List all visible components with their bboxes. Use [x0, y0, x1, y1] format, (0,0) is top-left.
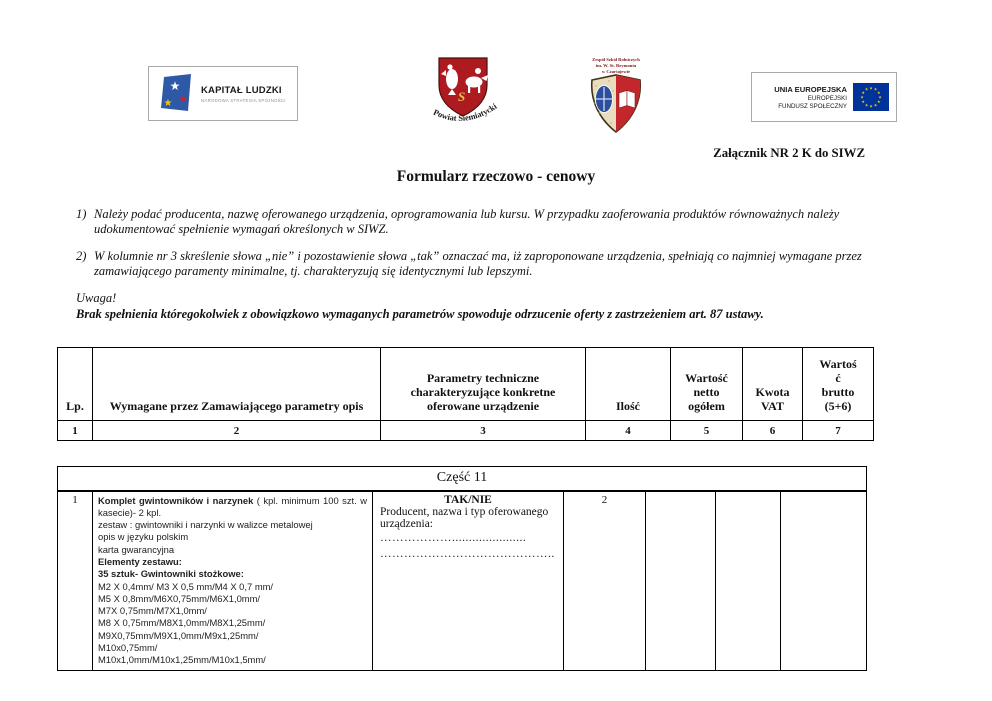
monogram-s: S	[458, 89, 465, 104]
note-number: 2)	[76, 249, 87, 263]
item-netto-cell	[645, 490, 716, 671]
fill-in-dots: ……………………………………..	[380, 547, 555, 560]
spec-line: opis w języku polskim	[98, 531, 189, 543]
kapital-ludzki-flag-icon: ★ ★ ★	[161, 73, 191, 111]
star-icon: ★	[861, 90, 865, 95]
column-header-net-value: Wartość netto ogółem	[670, 347, 743, 421]
spec-line: karta gwarancyjna	[98, 543, 175, 555]
note-text: Należy podać producenta, nazwę oferowane…	[94, 207, 840, 236]
spec-header-table: Lp. Wymagane przez Zamawiającego paramet…	[57, 347, 874, 441]
powiat-coat-of-arms: S Powiat Siemiatycki	[432, 57, 499, 123]
column-header-technical-params: Parametry techniczne charakteryzujące ko…	[380, 347, 586, 421]
star-icon: ★	[860, 95, 864, 100]
item-description: Komplet gwintowników i narzynek ( kpl. m…	[92, 490, 373, 671]
spec-line: M7X 0,75mm/M7X1,0mm/	[98, 605, 207, 617]
note-number: 1)	[76, 207, 87, 221]
spec-line: M8 X 0,75mm/M8X1,0mm/M8X1,25mm/	[98, 617, 266, 629]
spec-line: M10x1,0mm/M10x1,25mm/M10x1,5mm/	[98, 654, 266, 666]
kapital-ludzki-subtitle: NARODOWA STRATEGIA SPÓJNOŚCI	[201, 97, 286, 103]
school-name-line1: Zespół Szkół Rolniczych	[592, 57, 640, 62]
spec-line: M10x0,75mm/	[98, 642, 158, 654]
star-icon: ★	[874, 102, 878, 107]
note-1: 1) Należy podać producenta, nazwę oferow…	[76, 207, 876, 236]
spec-line: zestaw : gwintowniki i narzynki w walizc…	[98, 519, 313, 531]
column-number: 1	[57, 420, 93, 441]
star-icon: ★	[877, 99, 881, 104]
spec-line: M9X0,75mm/M9X1,0mm/M9x1,25mm/	[98, 629, 259, 641]
column-header-required-params: Wymagane przez Zamawiającego parametry o…	[92, 347, 381, 421]
column-header-lp: Lp.	[57, 347, 93, 421]
column-number: 2	[92, 420, 381, 441]
warning-text: Brak spełnienia któregokolwiek z obowiąz…	[76, 306, 764, 321]
speckles	[594, 80, 614, 124]
school-name-line2: im. W. St. Reymonta	[596, 63, 637, 68]
column-header-vat: Kwota VAT	[742, 347, 803, 421]
column-header-quantity: Ilość	[585, 347, 671, 421]
spec-line: M5 X 0,8mm/M6X0,75mm/M6X1,0mm/	[98, 592, 261, 604]
spec-line: M2 X 0,4mm/ M3 X 0,5 mm/M4 X 0,7 mm/	[98, 580, 274, 592]
column-header-gross-value: Wartoś ć brutto (5+6)	[802, 347, 874, 421]
item-qty: 2	[563, 490, 646, 671]
spec-line: Komplet gwintowników i narzynek ( kpl. m…	[98, 494, 367, 518]
note-2: 2) W kolumnie nr 3 skreślenie słowa „nie…	[76, 249, 876, 278]
open-book-icon	[618, 90, 636, 109]
part-title: Część 11	[56, 466, 868, 492]
eu-line1: UNIA EUROPEJSKA	[774, 84, 847, 94]
item-vat-cell	[715, 490, 781, 671]
star-icon: ★	[164, 98, 173, 109]
fill-in-dots: ………………......................	[380, 531, 527, 544]
star-icon: ★	[179, 94, 188, 105]
column-number: 4	[585, 420, 671, 441]
star-icon: ★	[869, 104, 873, 109]
knight-on-horse-icon	[465, 68, 488, 93]
column-number: 6	[742, 420, 803, 441]
part-section-table: Część 11 1 Komplet gwintowników i narzyn…	[56, 466, 868, 671]
kapital-ludzki-name: KAPITAŁ LUDZKI	[201, 84, 282, 96]
eu-line3: FUNDUSZ SPOŁECZNY	[778, 102, 847, 110]
column-number: 7	[802, 420, 874, 441]
warning-label: Uwaga!	[76, 291, 117, 305]
producer-label: Producent, nazwa i typ oferowanego urząd…	[380, 505, 549, 530]
star-icon: ★	[874, 87, 878, 92]
item-lp: 1	[57, 490, 93, 671]
item-offer-cell: TAK/NIE Producent, nazwa i typ oferowane…	[372, 490, 564, 671]
star-icon: ★	[878, 95, 882, 100]
spec-line: 35 sztuk- Gwintowniki stożkowe:	[98, 568, 244, 580]
star-icon: ★	[865, 102, 869, 107]
note-text: W kolumnie nr 3 skreślenie słowa „nie” i…	[94, 249, 862, 278]
item-brutto-cell	[779, 490, 868, 671]
star-icon: ★	[865, 87, 869, 92]
eu-flag-icon: ★ ★ ★ ★ ★ ★ ★ ★ ★ ★ ★ ★	[853, 83, 889, 111]
spec-line: Elementy zestawu:	[98, 555, 182, 567]
eagle-icon	[441, 64, 458, 95]
school-name-line3: w Czartajewie	[602, 69, 630, 74]
star-icon: ★	[170, 79, 181, 93]
column-number: 5	[670, 420, 743, 441]
page-title: Formularz rzeczowo - cenowy	[396, 168, 596, 185]
attachment-label: Załącznik NR 2 K do SIWZ	[713, 146, 865, 160]
column-number-row: 1 2 3 4 5 6 7	[57, 420, 874, 441]
kapital-ludzki-logo: ★ ★ ★ KAPITAŁ LUDZKI NARODOWA STRATEGIA …	[148, 66, 298, 121]
star-icon: ★	[869, 86, 873, 91]
eu-line2: EUROPEJSKI	[807, 94, 847, 102]
star-icon: ★	[861, 99, 865, 104]
notes: 1) Należy podać producenta, nazwę oferow…	[76, 207, 876, 321]
item-row: 1 Komplet gwintowników i narzynek ( kpl.…	[57, 490, 868, 671]
column-number: 3	[380, 420, 586, 441]
eu-logo: UNIA EUROPEJSKA EUROPEJSKI FUNDUSZ SPOŁE…	[751, 72, 897, 122]
star-icon: ★	[877, 90, 881, 95]
tak-nie-label: TAK/NIE	[444, 493, 492, 506]
school-logo: Zespół Szkół Rolniczych im. W. St. Reymo…	[590, 57, 642, 134]
